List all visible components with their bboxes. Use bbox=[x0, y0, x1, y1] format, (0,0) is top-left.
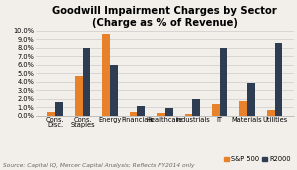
Bar bbox=[239, 101, 247, 116]
Legend: S&P 500, R2000: S&P 500, R2000 bbox=[221, 154, 293, 165]
Bar bbox=[55, 102, 63, 116]
Bar bbox=[138, 106, 145, 116]
Bar bbox=[275, 42, 282, 116]
Bar bbox=[247, 83, 255, 116]
Title: Goodwill Impairment Charges by Sector
(Charge as % of Revenue): Goodwill Impairment Charges by Sector (C… bbox=[53, 6, 277, 28]
Bar bbox=[267, 110, 275, 116]
Bar bbox=[212, 104, 220, 116]
Bar bbox=[102, 34, 110, 116]
Bar bbox=[110, 65, 118, 116]
Bar bbox=[185, 114, 192, 116]
Bar bbox=[130, 112, 138, 116]
Bar bbox=[48, 112, 55, 116]
Bar bbox=[83, 48, 90, 116]
Bar bbox=[157, 113, 165, 116]
Text: Source: Capital IQ, Mercer Capital Analysis; Reflects FY2014 only: Source: Capital IQ, Mercer Capital Analy… bbox=[3, 163, 195, 168]
Bar bbox=[192, 99, 200, 116]
Bar bbox=[75, 76, 83, 116]
Bar bbox=[165, 108, 173, 116]
Bar bbox=[220, 48, 228, 116]
